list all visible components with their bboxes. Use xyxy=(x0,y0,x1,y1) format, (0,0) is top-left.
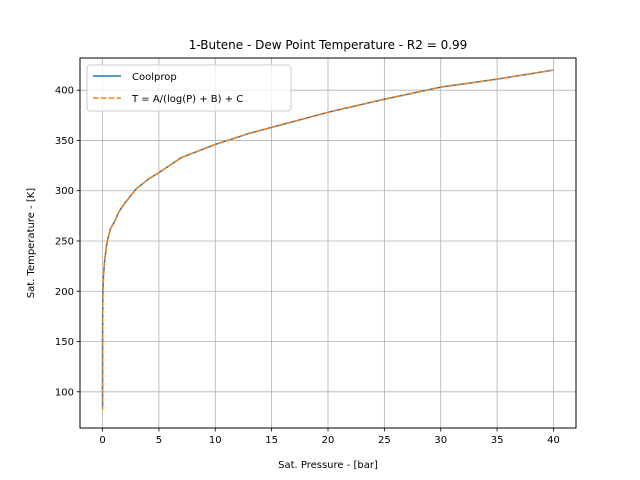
y-axis-label: Sat. Temperature - [K] xyxy=(26,188,37,299)
chart-title: 1-Butene - Dew Point Temperature - R2 = … xyxy=(189,38,468,52)
x-tick-label: 20 xyxy=(322,435,335,446)
y-tick-label: 200 xyxy=(55,287,74,298)
grid xyxy=(80,58,576,428)
x-tick-label: 0 xyxy=(99,435,105,446)
legend-label-coolprop: Coolprop xyxy=(132,72,177,83)
series-line-fit xyxy=(101,69,554,410)
legend-box xyxy=(86,64,292,112)
y-tick-label: 150 xyxy=(55,337,74,348)
x-tick-label: 40 xyxy=(547,435,560,446)
legend-label-fit: T = A/(log(P) + B) + C xyxy=(131,94,243,105)
plot-area: 0 5 10 15 20 25 30 35 40 100 150 200 250 300 350 400 xyxy=(55,57,577,446)
y-axis-ticks: 100 150 200 250 300 350 400 xyxy=(55,86,80,398)
x-tick-label: 35 xyxy=(491,435,504,446)
y-tick-label: 250 xyxy=(55,236,74,247)
x-tick-label: 30 xyxy=(434,435,447,446)
x-tick-label: 10 xyxy=(209,435,222,446)
x-tick-label: 5 xyxy=(156,435,162,446)
y-tick-label: 400 xyxy=(55,86,74,97)
x-tick-label: 25 xyxy=(378,435,391,446)
y-tick-label: 350 xyxy=(55,136,74,147)
series-layer xyxy=(101,69,554,410)
x-tick-label: 15 xyxy=(265,435,278,446)
legend: Coolprop T = A/(log(P) + B) + C xyxy=(86,64,292,112)
x-axis-label: Sat. Pressure - [bar] xyxy=(278,460,378,471)
y-tick-label: 300 xyxy=(55,186,74,197)
x-axis-ticks: 0 5 10 15 20 25 30 35 40 xyxy=(99,428,560,446)
y-tick-label: 100 xyxy=(55,387,74,398)
